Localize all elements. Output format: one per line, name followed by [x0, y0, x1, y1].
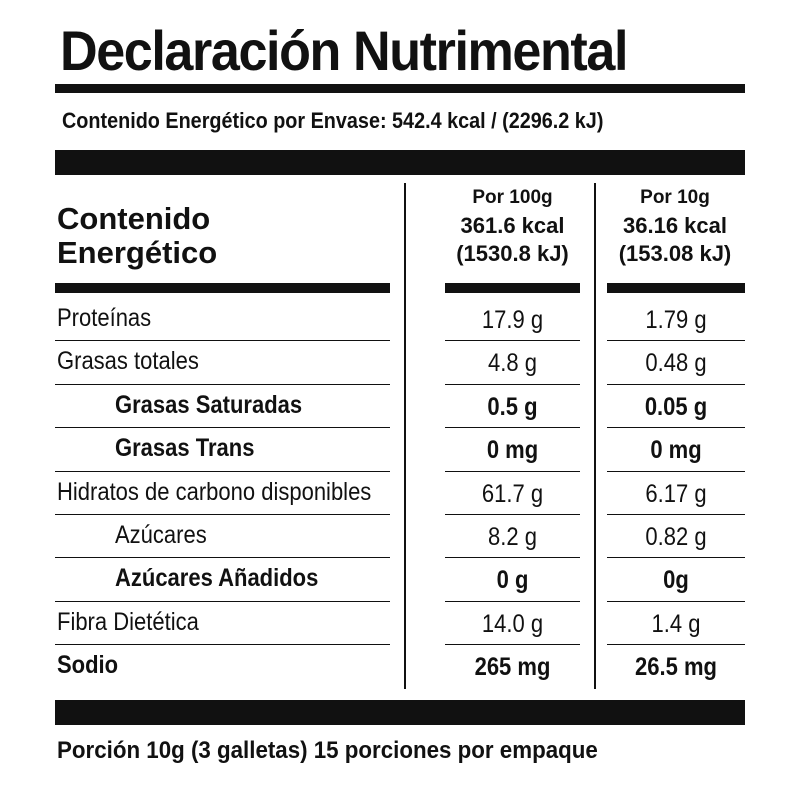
row-divider — [445, 557, 580, 559]
row-value: 4.8 g — [488, 349, 537, 378]
row-label: Azúcares Añadidos — [115, 564, 319, 593]
row-label: Hidratos de carbono disponibles — [57, 477, 372, 506]
row-value: 0.05 g — [644, 392, 708, 421]
footer: Porción 10g (3 galletas) 15 porciones po… — [57, 737, 598, 764]
header-label: Contenido — [57, 201, 211, 236]
row-divider — [445, 383, 580, 385]
row-divider — [55, 340, 390, 342]
row-label: Proteínas — [57, 304, 152, 332]
row-value: 0.5 g — [487, 392, 538, 421]
rule — [55, 84, 745, 93]
row-value: 265 mg — [474, 653, 551, 682]
kcal: 361.6 kcal — [460, 213, 565, 238]
rule — [55, 150, 745, 175]
row-divider — [55, 427, 390, 429]
row-value: 6.17 g — [645, 479, 707, 508]
rule — [55, 700, 745, 725]
row-divider — [55, 600, 390, 602]
row-value: 8.2 g — [488, 523, 537, 551]
kj: (1530.8 kJ) — [456, 241, 569, 266]
row-value: 26.5 mg — [635, 653, 717, 682]
title: Declaración Nutrimental — [60, 19, 628, 82]
row-divider — [445, 514, 580, 515]
row-value: 0.48 g — [645, 349, 707, 378]
row-divider — [445, 470, 580, 472]
serving: Por 100g — [472, 187, 553, 208]
kcal: 36.16 kcal — [623, 213, 727, 238]
serving: Por 10g — [640, 187, 710, 208]
row-divider — [55, 470, 390, 472]
row-value: 17.9 g — [481, 306, 544, 334]
row-value: 0 mg — [486, 436, 539, 465]
row-divider — [607, 427, 745, 429]
row-label: Fibra Dietética — [57, 607, 199, 636]
header-column: Por 10g 36.16 kcal (153.08 kJ) — [600, 184, 750, 268]
header-label: Energético — [57, 235, 218, 270]
row-divider — [445, 427, 580, 429]
row-value: 1.4 g — [651, 609, 701, 638]
row-divider — [607, 470, 745, 472]
row-divider — [607, 514, 745, 515]
row-label: Grasas totales — [57, 347, 199, 376]
row-divider — [607, 383, 745, 385]
row-value: 0.82 g — [645, 523, 707, 551]
row-divider — [445, 340, 580, 342]
energy-content: Contenido Energético por Envase: 542.4 k… — [62, 108, 604, 133]
row-divider — [607, 600, 745, 602]
row-value: 0 mg — [650, 436, 702, 465]
row-label: Azúcares — [115, 521, 207, 549]
rule — [55, 283, 390, 293]
row-value: 0 g — [496, 566, 529, 595]
row-divider — [607, 644, 745, 646]
row-value: 14.0 g — [481, 609, 544, 638]
row-divider — [445, 644, 580, 646]
rule — [445, 283, 580, 293]
rule — [607, 283, 745, 293]
row-divider — [607, 340, 745, 342]
row-label: Grasas Saturadas — [115, 390, 303, 419]
row-divider — [445, 600, 580, 602]
row-value: 1.79 g — [645, 306, 707, 334]
kj: (153.08 kJ) — [618, 241, 732, 266]
row-divider — [607, 557, 745, 559]
row-value: 0g — [663, 566, 689, 595]
row-divider — [55, 383, 390, 385]
row-value: 61.7 g — [481, 479, 544, 508]
row-divider — [55, 644, 390, 646]
column-divider — [404, 183, 406, 689]
row-label: Grasas Trans — [115, 434, 255, 463]
column-divider — [594, 183, 596, 689]
row-divider — [55, 557, 390, 559]
row-divider — [55, 514, 390, 515]
header-column: Por 100g 361.6 kcal (1530.8 kJ) — [440, 184, 585, 268]
row-label: Sodio — [57, 651, 119, 680]
